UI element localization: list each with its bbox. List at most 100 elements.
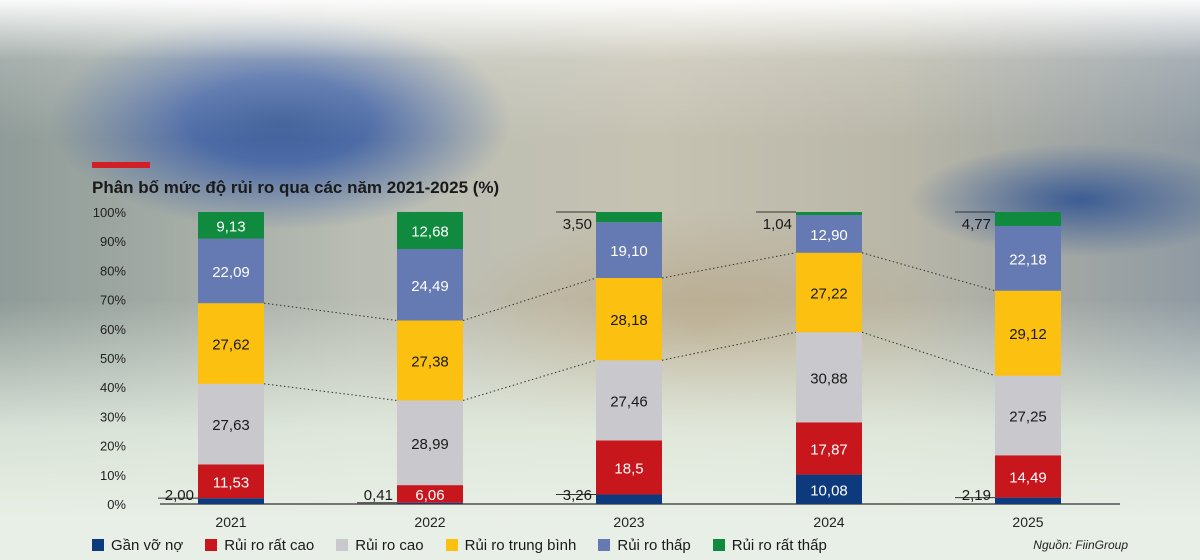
data-label-2024-3: 27,22 xyxy=(810,285,848,302)
x-tick-label: 2024 xyxy=(813,514,844,530)
bar-segment-2021-5 xyxy=(198,212,264,239)
bar-segment-2025-4 xyxy=(995,225,1061,291)
bar-segment-2023-5 xyxy=(596,212,662,223)
y-tick-label: 80% xyxy=(100,263,126,278)
bar-segment-2024-0 xyxy=(796,474,862,504)
bar-segment-2025-2 xyxy=(995,375,1061,456)
legend-label: Gần vỡ nợ xyxy=(111,536,184,554)
bar-segment-2021-3 xyxy=(198,303,264,384)
bar-segment-2024-2 xyxy=(796,332,862,423)
source-note: Nguồn: FiinGroup xyxy=(1033,538,1128,552)
bar-segment-2022-2 xyxy=(397,400,463,486)
legend: Gần vỡ nợ Rủi ro rất cao Rủi ro cao Rủi ro … xyxy=(92,536,849,554)
bar-segment-2024-4 xyxy=(796,215,862,253)
bar-segment-2023-1 xyxy=(596,440,662,495)
bar-segment-2025-1 xyxy=(995,455,1061,498)
data-label-2021-5: 9,13 xyxy=(216,218,245,235)
data-label-2022-3: 27,38 xyxy=(411,353,449,370)
data-label-2022-4: 24,49 xyxy=(411,278,449,295)
bar-segment-2023-0 xyxy=(596,494,662,504)
bar-segment-2023-4 xyxy=(596,222,662,278)
legend-label: Rủi ro trung bình xyxy=(464,536,577,554)
bar-segment-2024-3 xyxy=(796,252,862,333)
bar-segment-2021-2 xyxy=(198,383,264,465)
bar-segment-2021-0 xyxy=(198,498,264,504)
connector-line xyxy=(462,359,597,401)
y-tick-label: 100% xyxy=(93,205,127,220)
legend-item: Rủi ro thấp xyxy=(598,536,691,554)
legend-item: Rủi ro rất cao xyxy=(205,537,314,554)
data-label-2024-4: 12,90 xyxy=(810,227,848,244)
connector-line xyxy=(661,331,797,361)
x-tick-label: 2023 xyxy=(613,514,644,530)
data-label-2025-0: 2,19 xyxy=(962,487,991,504)
bar-segment-2025-0 xyxy=(995,497,1061,504)
data-label-2024-5: 1,04 xyxy=(763,216,792,233)
connector-line xyxy=(861,331,996,377)
bar-segment-2022-3 xyxy=(397,320,463,401)
data-label-2021-2: 27,63 xyxy=(212,417,250,434)
data-label-2021-4: 22,09 xyxy=(212,264,250,281)
y-tick-label: 70% xyxy=(100,293,126,308)
data-label-2021-0: 2,00 xyxy=(165,487,194,504)
data-label-2024-0: 10,08 xyxy=(810,482,848,499)
legend-item: Rủi ro cao xyxy=(336,536,424,554)
connector-line xyxy=(462,277,597,321)
legend-item: Gần vỡ nợ xyxy=(92,537,183,554)
bar-segment-2022-0 xyxy=(397,502,463,504)
bar-segment-2021-1 xyxy=(198,464,264,499)
bar-segment-2024-5 xyxy=(796,212,862,216)
bar-segment-2025-5 xyxy=(995,212,1061,226)
legend-label: Rủi ro thấp xyxy=(617,536,691,554)
data-label-2022-5: 12,68 xyxy=(411,223,449,240)
data-label-2021-3: 27,62 xyxy=(212,336,250,353)
data-label-2023-2: 27,46 xyxy=(610,393,648,410)
y-tick-label: 20% xyxy=(100,439,126,454)
legend-label: Rủi ro cao xyxy=(355,536,424,554)
data-label-2025-3: 29,12 xyxy=(1009,326,1047,343)
x-tick-label: 2025 xyxy=(1012,514,1043,530)
chart-title: Phân bố mức độ rủi ro qua các năm 2021-2… xyxy=(92,178,500,197)
data-label-2022-2: 28,99 xyxy=(411,436,449,453)
data-label-2023-3: 28,18 xyxy=(610,312,648,329)
data-label-2025-5: 4,77 xyxy=(962,216,991,233)
data-label-2025-4: 22,18 xyxy=(1009,251,1047,268)
data-label-2022-1: 6,06 xyxy=(415,487,444,504)
data-label-2021-1: 11,53 xyxy=(213,474,249,491)
legend-swatch xyxy=(598,539,611,551)
connector-line xyxy=(263,302,398,322)
y-tick-label: 30% xyxy=(100,409,126,424)
data-label-2025-1: 14,49 xyxy=(1009,469,1047,486)
data-label-2025-2: 27,25 xyxy=(1009,409,1047,426)
bar-segment-2025-3 xyxy=(995,290,1061,376)
connector-line xyxy=(861,252,996,292)
data-label-2024-2: 30,88 xyxy=(810,370,848,387)
y-tick-label: 0% xyxy=(107,497,126,512)
legend-swatch xyxy=(92,539,104,551)
legend-label: Rủi ro rất cao xyxy=(224,536,315,554)
y-tick-label: 40% xyxy=(100,380,126,395)
connector-line xyxy=(661,252,797,279)
data-label-2023-5: 3,50 xyxy=(563,216,592,233)
x-tick-label: 2021 xyxy=(215,514,246,530)
bar-segment-2022-4 xyxy=(397,248,463,321)
connector-line xyxy=(263,383,398,401)
legend-label: Rủi ro rất thấp xyxy=(731,536,827,554)
legend-item: Rủi ro trung bình xyxy=(445,536,577,554)
data-label-2024-1: 17,87 xyxy=(810,441,848,458)
bar-segment-2022-5 xyxy=(397,211,463,249)
data-label-2023-1: 18,5 xyxy=(614,460,643,477)
bar-segment-2022-1 xyxy=(397,485,463,503)
data-label-2023-0: 3,26 xyxy=(563,487,592,504)
legend-swatch xyxy=(712,539,725,551)
bar-segment-2023-2 xyxy=(596,360,662,441)
legend-swatch xyxy=(445,539,458,551)
legend-item: Rủi ro rất thấp xyxy=(712,536,827,554)
y-tick-label: 90% xyxy=(100,234,126,249)
y-tick-label: 10% xyxy=(100,468,126,483)
bar-segment-2021-4 xyxy=(198,238,264,304)
x-tick-label: 2022 xyxy=(414,514,445,530)
legend-swatch xyxy=(336,539,349,551)
data-label-2023-4: 19,10 xyxy=(610,243,648,260)
